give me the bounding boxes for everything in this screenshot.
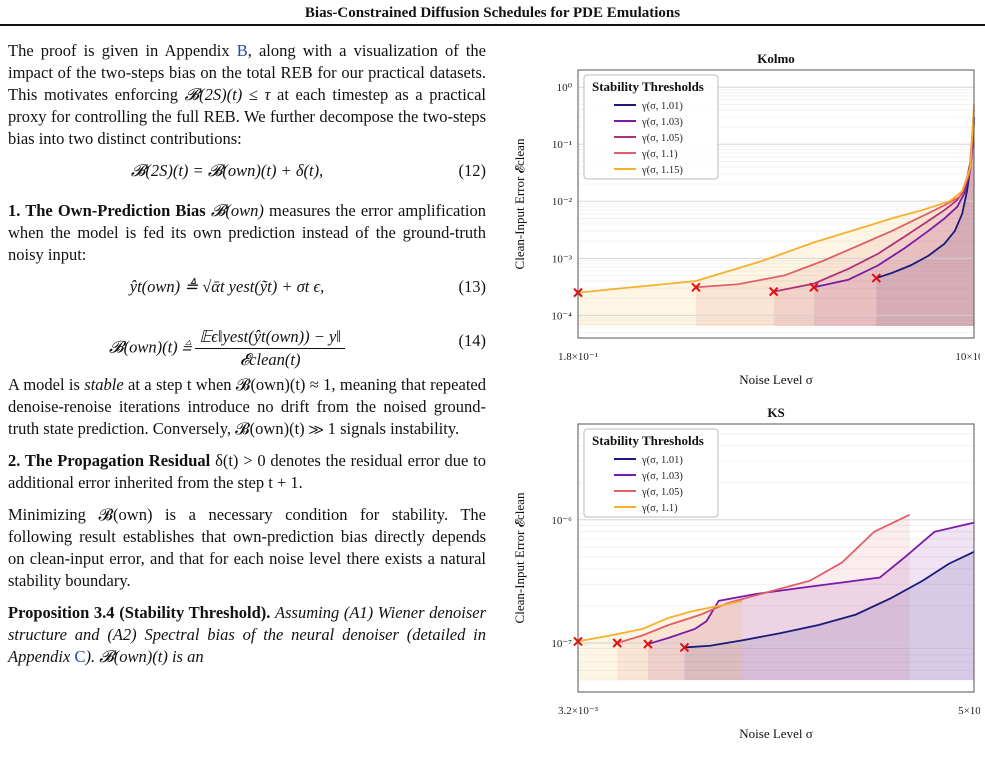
paragraph-propagation: 2. The Propagation Residual δ(t) > 0 den… [8,451,486,492]
chart-svg: KS 10⁻⁶ 10⁻⁷ 3.2×10⁻³ 5×10⁻² Noise Level σ Cle… [512,405,985,741]
x-tick-label: 5×10⁻² [958,705,980,717]
x-tick-label: 10×10⁻¹ [955,351,980,363]
x-tick-label: 1.8×10⁻¹ [558,351,598,363]
series-line-4 [577,104,975,294]
legend-entry: γ(σ, 1.05) [641,487,683,498]
y-tick-label: 10⁰ [557,82,573,94]
series-line-1 [647,521,975,645]
legend: Stability Thresholds γ(σ, 1.01) γ(σ, 1.03)… [583,74,719,180]
header-rule [0,24,985,26]
legend-entry: γ(σ, 1.03) [641,471,683,482]
series-fill-4 [578,104,974,326]
series-line-0 [684,550,975,649]
text-column: The proof is given in Appendix B, along … [8,40,486,678]
series-fill-3 [695,109,974,326]
start-marker [612,638,622,648]
y-tick-label: 10⁻³ [552,253,573,265]
legend-entry: γ(σ, 1.03) [641,117,683,128]
y-axis-label: Clean-Input Error 𝓔clean [512,492,527,623]
legend-entry: γ(σ, 1.1) [641,149,678,160]
start-marker [768,286,779,297]
legend-entry: γ(σ, 1.15) [641,165,683,176]
chart-svg: Kolmo 10⁰ 10⁻¹ 10⁻² 10⁻³ 10⁻⁴ 1.8×10⁻¹ 10×10⁻¹ N… [512,51,985,387]
series-line-2 [616,513,911,644]
y-axis-label: Clean-Input Error 𝓔clean [512,138,527,269]
legend-title: Stability Thresholds [592,433,704,448]
legend: Stability Thresholds γ(σ, 1.01) γ(σ, 1.03)… [583,428,719,518]
y-tick-label: 10⁻² [552,196,573,208]
kolmo-chart: Kolmo 10⁰ 10⁻¹ 10⁻² 10⁻³ 10⁻⁴ 1.8×10⁻¹ 10×10⁻¹ N… [500,48,985,394]
legend-entry: γ(σ, 1.05) [641,133,683,144]
paragraph-proof: The proof is given in Appendix B, along … [8,41,487,148]
series-fill-0 [876,121,974,327]
series-fill-1 [647,522,974,680]
y-tick-label: 10⁻⁶ [551,515,572,527]
x-tick-label: 3.2×10⁻³ [558,705,599,717]
legend-entry: γ(σ, 1.01) [641,101,683,112]
legend-entry: γ(σ, 1.01) [641,455,683,466]
y-tick-label: 10⁻¹ [552,139,572,151]
appendix-c-link[interactable]: C [74,647,86,666]
start-marker [691,282,701,292]
equation-12: 𝓑(2S)(t) = 𝓑(own)(t) + δ(t), (12) [130,161,486,180]
appendix-b-link[interactable]: B [236,41,248,60]
start-marker [809,282,819,292]
chart-title: KS [767,405,784,420]
paragraph-stable: A model is stable at a step t when 𝓑(own… [8,375,486,438]
running-title: Bias-Constrained Diffusion Schedules for… [304,5,681,21]
legend-title: Stability Thresholds [592,79,704,94]
series-fill-2 [773,116,974,326]
paragraph-minimizing: Minimizing 𝓑(own) is a necessary conditi… [8,505,486,590]
legend-entry: γ(σ, 1.1) [641,503,678,514]
start-marker [871,273,881,283]
start-marker [643,639,653,649]
series-line-3 [577,599,743,643]
paragraph-proposition: Proposition 3.4 (Stability Threshold). A… [8,603,486,666]
y-tick-label: 10⁻⁷ [551,638,572,650]
equation-14: 𝓑(own)(t) ≜ 𝔼ϵ‖yest(ŷt(own)) − y‖ 𝓔clean… [109,327,486,369]
series-fill-0 [684,551,974,680]
y-tick-label: 10⁻⁴ [551,310,572,322]
series-fill-2 [617,514,910,680]
ks-chart: KS 10⁻⁶ 10⁻⁷ 3.2×10⁻³ 5×10⁻² Noise Level σ Cle… [500,402,985,748]
chart-title: Kolmo [757,51,795,66]
series-fill-1 [813,116,974,326]
running-header: Bias-Constrained Diffusion Schedules for… [0,0,985,26]
x-axis-label: Noise Level σ [739,372,812,387]
paragraph-own-prediction: 1. The Own-Prediction Bias 𝓑(own) measur… [8,201,487,264]
start-marker [679,642,690,653]
x-axis-label: Noise Level σ [739,726,812,741]
equation-13: ŷt(own) ≜ √ᾱt yest(ỹt) + σt ϵ, (13) [129,277,486,296]
